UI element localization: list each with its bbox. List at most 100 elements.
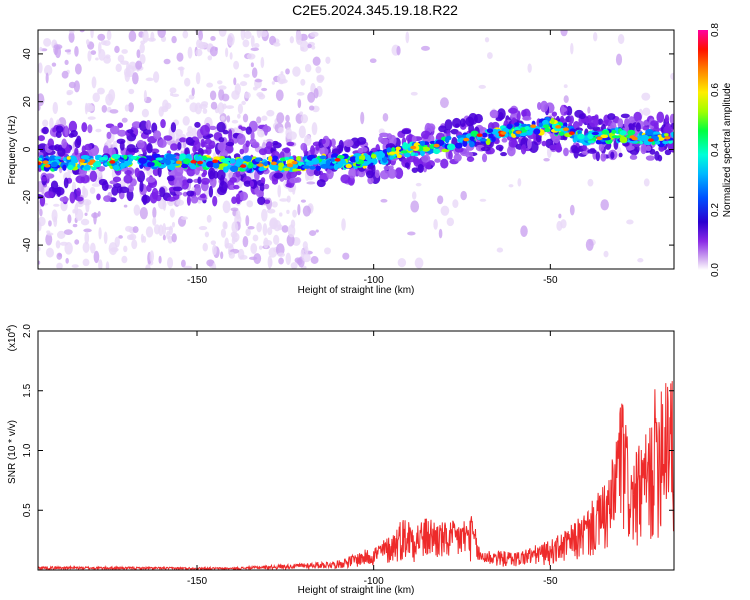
heatmap-cell — [600, 134, 609, 139]
heatmap-cell — [508, 107, 518, 114]
heatmap-cell — [617, 33, 625, 45]
heatmap-cell — [59, 196, 69, 202]
heatmap-cell — [469, 141, 475, 148]
heatmap-cell — [178, 66, 183, 71]
heatmap-cell — [662, 140, 669, 145]
heatmap-hotspot — [476, 133, 483, 138]
heatmap-cell — [109, 125, 120, 135]
heatmap-cell — [230, 207, 239, 212]
heatmap-cell — [497, 108, 506, 120]
heatmap-hotspot — [334, 158, 341, 162]
heatmap-cell — [273, 42, 281, 47]
heatmap-cell — [278, 166, 283, 171]
heatmap-cell — [405, 31, 410, 44]
heatmap-cell — [411, 167, 419, 173]
heatmap-cell — [111, 186, 119, 196]
heatmap-cell — [496, 247, 504, 253]
heatmap-cell — [587, 133, 594, 140]
heatmap-cell — [147, 161, 153, 168]
heatmap-cell — [260, 56, 265, 69]
heatmap-cell — [101, 105, 108, 113]
heatmap-cell — [237, 248, 245, 260]
heatmap-cell — [139, 206, 148, 220]
heatmap-cell — [152, 71, 160, 83]
heatmap-cell — [260, 30, 268, 37]
heatmap-cell — [439, 97, 449, 109]
heatmap-cell — [577, 130, 582, 135]
heatmap-cell — [251, 67, 258, 79]
heatmap-cell — [171, 221, 176, 228]
heatmap-cell — [210, 101, 218, 110]
heatmap-cell — [624, 118, 629, 130]
heatmap-cell — [101, 180, 109, 192]
heatmap-cell — [633, 111, 642, 123]
heatmap-cell — [300, 78, 306, 86]
heatmap-cell — [97, 211, 101, 217]
heatmap-hotspot — [647, 138, 654, 142]
heatmap-cell — [108, 242, 118, 256]
heatmap-cell — [225, 105, 235, 109]
heatmap-cell — [396, 45, 401, 56]
heatmap-cell — [248, 256, 258, 261]
heatmap-cell — [410, 200, 420, 213]
heatmap-cell — [186, 190, 195, 197]
heatmap-cell — [171, 35, 177, 44]
heatmap-cell — [139, 43, 145, 54]
heatmap-cell — [414, 257, 424, 269]
heatmap-cell — [256, 222, 262, 233]
heatmap-cell — [478, 84, 486, 89]
chart-title: C2E5.2024.345.19.18.R22 — [292, 2, 458, 18]
heatmap-cell — [434, 158, 441, 163]
heatmap-cell — [253, 42, 260, 49]
heatmap-cell — [469, 136, 475, 141]
heatmap-cell — [444, 119, 453, 131]
heatmap-cell — [62, 164, 67, 171]
heatmap-cell — [448, 150, 453, 160]
heatmap-cell — [245, 126, 252, 135]
heatmap-cell — [414, 152, 419, 157]
heatmap-cell — [540, 100, 549, 113]
heatmap-cell — [44, 173, 55, 179]
heatmap-cell — [206, 82, 214, 88]
heatmap-cell — [163, 135, 173, 141]
heatmap-cell — [246, 53, 256, 60]
heatmap-cell — [198, 226, 208, 231]
heatmap-cell — [410, 152, 415, 157]
heatmap-cell — [123, 161, 133, 166]
heatmap-cell — [145, 226, 154, 238]
heatmap-cell — [111, 153, 121, 159]
heatmap-cell — [440, 158, 449, 169]
heatmap-cell — [587, 106, 591, 114]
heatmap-cell — [109, 109, 119, 114]
heatmap-cell — [152, 216, 157, 226]
heatmap-cell — [66, 89, 74, 95]
heatmap-cell — [192, 145, 197, 153]
heatmap-cell — [259, 182, 265, 192]
top-y-tick-label: -20 — [22, 190, 33, 205]
heatmap-cell — [65, 257, 69, 264]
heatmap-cell — [292, 187, 296, 195]
heatmap-cell — [68, 31, 75, 43]
heatmap-cell — [268, 155, 273, 163]
heatmap-cell — [146, 184, 152, 192]
heatmap-cell — [670, 72, 674, 81]
heatmap-cell — [410, 91, 418, 96]
heatmap-cell — [64, 242, 73, 255]
heatmap-cell — [143, 90, 147, 102]
heatmap-cell — [90, 50, 97, 55]
heatmap-cell — [56, 252, 63, 260]
heatmap-hotspot — [463, 137, 470, 142]
heatmap-cell — [491, 136, 496, 143]
heatmap-hotspot — [410, 145, 417, 150]
heatmap-cell — [266, 109, 275, 117]
heatmap-cell — [70, 129, 78, 138]
heatmap-cell — [311, 45, 316, 50]
heatmap-cell — [98, 165, 106, 172]
heatmap-cell — [280, 71, 284, 75]
heatmap-cell — [603, 250, 609, 258]
heatmap-cell — [216, 169, 226, 181]
bottom-y-axis-label: SNR (10 * v/v) — [7, 420, 18, 484]
y-scale-exponent: 4 — [6, 328, 13, 332]
heatmap-cell — [466, 156, 475, 162]
heatmap-cell — [63, 229, 73, 235]
